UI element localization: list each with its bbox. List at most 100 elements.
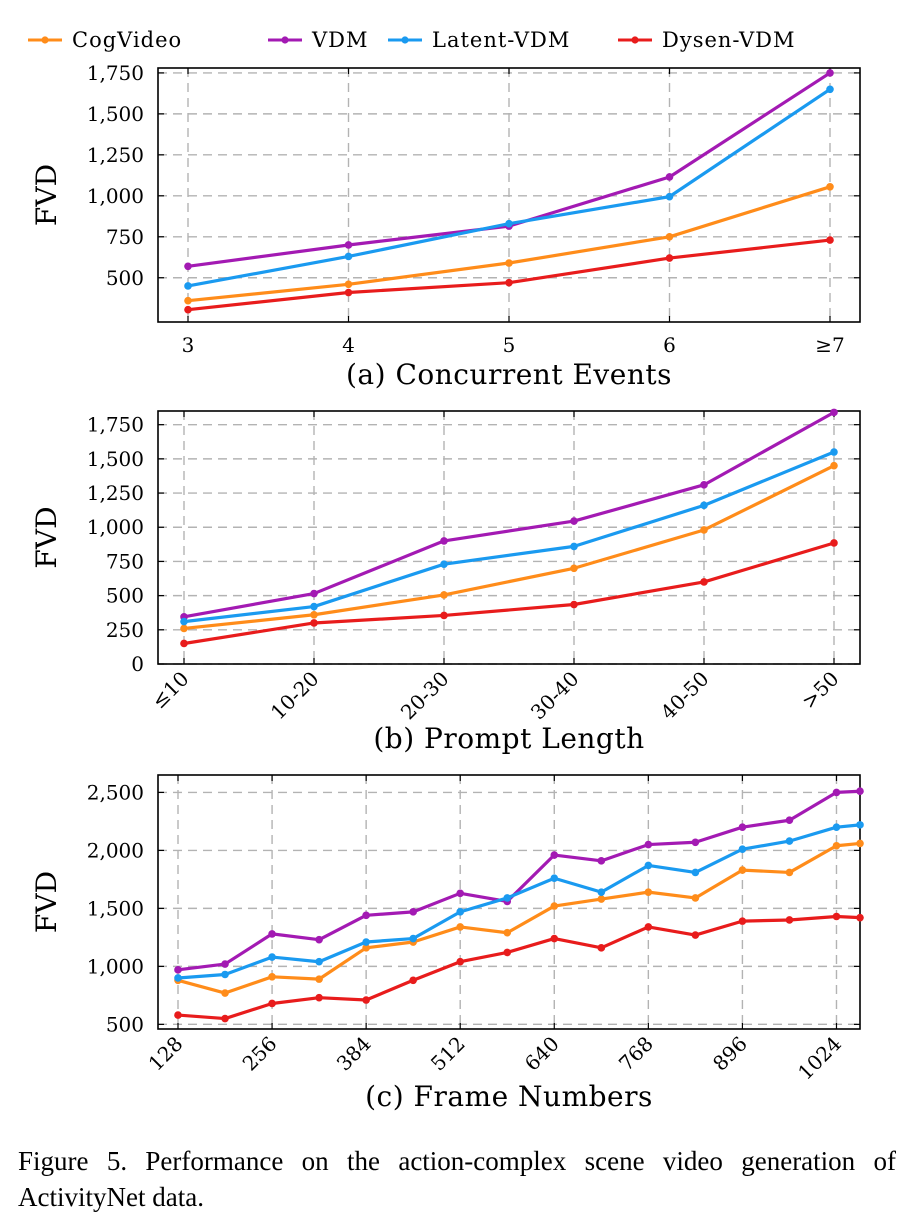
panel-title: (b) Prompt Length [373, 722, 644, 755]
point-latent-vdm [456, 908, 465, 916]
point-dysen-vdm [826, 236, 834, 244]
point-latent-vdm [830, 448, 838, 456]
point-dysen-vdm [505, 278, 513, 287]
point-vdm [550, 851, 559, 859]
point-dysen-vdm [409, 976, 417, 985]
x-tick-label: 40-50 [656, 667, 714, 725]
point-vdm [665, 173, 674, 181]
point-latent-vdm [826, 85, 834, 94]
point-cogvideo [738, 866, 747, 874]
y-tick-label: 1,250 [87, 481, 144, 505]
point-latent-vdm [268, 953, 276, 961]
point-latent-vdm [738, 845, 747, 854]
point-dysen-vdm [700, 578, 708, 586]
y-axis-label: FVD [30, 164, 63, 226]
point-cogvideo [570, 564, 578, 573]
legend-marker-cogvideo [41, 36, 49, 44]
x-tick-label: 512 [426, 1032, 470, 1076]
y-tick-label: 1,000 [87, 954, 144, 978]
point-latent-vdm [832, 823, 841, 831]
point-latent-vdm [310, 602, 318, 611]
point-vdm [362, 911, 370, 920]
plot-frame [157, 774, 861, 1030]
point-cogvideo [268, 973, 276, 981]
series-line-vdm [183, 410, 835, 619]
point-vdm [310, 589, 318, 598]
point-dysen-vdm [665, 254, 674, 262]
x-tick-label: 10-20 [266, 667, 324, 725]
point-vdm [691, 838, 700, 847]
x-tick-label: 256 [238, 1032, 282, 1076]
panel-prompt-length: 0 250 500 750 1,000 1,250 1,500 1,750 ≤10 10-20 20… [30, 408, 861, 755]
point-vdm [184, 262, 192, 271]
point-dysen-vdm [440, 611, 448, 620]
point-cogvideo [856, 839, 864, 848]
point-vdm [832, 788, 841, 797]
point-dysen-vdm [597, 944, 606, 952]
x-tick-label: 768 [614, 1032, 658, 1076]
series-line-cogvideo [177, 841, 861, 995]
y-tick-label: 0 [131, 652, 144, 676]
point-dysen-vdm [344, 288, 353, 297]
series-line-latent-vdm [183, 450, 835, 624]
point-dysen-vdm [456, 957, 465, 966]
point-latent-vdm [597, 888, 606, 896]
point-vdm [174, 966, 182, 974]
point-cogvideo [440, 591, 448, 599]
legend-marker-dysen-vdm [631, 36, 639, 44]
series-line-dysen-vdm [183, 541, 835, 646]
point-vdm [315, 935, 323, 944]
x-tick-label: 1024 [793, 1032, 846, 1085]
point-cogvideo [315, 975, 323, 983]
point-cogvideo [456, 923, 465, 931]
point-latent-vdm [180, 617, 188, 626]
point-latent-vdm [570, 542, 578, 551]
point-latent-vdm [665, 192, 674, 201]
point-latent-vdm [362, 938, 370, 946]
series-line-dysen-vdm [177, 914, 861, 1021]
point-latent-vdm [691, 868, 700, 877]
y-tick-label: 1,000 [87, 184, 144, 208]
point-vdm [597, 857, 606, 865]
point-cogvideo [691, 894, 700, 902]
y-tick-label: 1,500 [87, 447, 144, 471]
x-tick-label: 128 [144, 1032, 188, 1076]
point-vdm [409, 908, 417, 916]
point-latent-vdm [184, 282, 192, 290]
legend-label-vdm: VDM [311, 28, 369, 52]
point-vdm [830, 408, 838, 417]
point-cogvideo [644, 888, 653, 896]
point-dysen-vdm [268, 999, 276, 1008]
point-latent-vdm [440, 560, 448, 568]
series-line-latent-vdm [177, 823, 861, 980]
point-cogvideo [310, 610, 318, 619]
y-tick-label: 500 [106, 1012, 144, 1036]
point-cogvideo [826, 183, 834, 191]
y-axis-label: FVD [30, 871, 63, 933]
y-tick-label: 1,750 [87, 413, 144, 437]
point-dysen-vdm [550, 934, 559, 943]
point-latent-vdm [409, 934, 417, 943]
legend-label-cogvideo: CogVideo [72, 28, 182, 52]
point-cogvideo [550, 902, 559, 910]
x-tick-label: 640 [520, 1032, 564, 1076]
x-tick-label: 3 [182, 333, 195, 357]
point-latent-vdm [785, 837, 794, 845]
y-tick-label: 500 [106, 584, 144, 608]
point-cogvideo [362, 944, 370, 952]
point-cogvideo [344, 280, 353, 289]
point-dysen-vdm [785, 916, 794, 924]
point-vdm [268, 930, 276, 938]
plot-frame [157, 410, 861, 665]
point-latent-vdm [644, 861, 653, 870]
y-tick-label: 1,000 [87, 515, 144, 539]
panel-frame-numbers: 500 1,000 1,500 2,000 2,500 128 256 384 512 640 76… [30, 774, 864, 1113]
point-cogvideo [665, 232, 674, 241]
legend-label-dysen-vdm: Dysen-VDM [662, 28, 796, 52]
point-latent-vdm [700, 501, 708, 510]
x-tick-label: 384 [332, 1032, 376, 1076]
point-cogvideo [184, 296, 192, 305]
panel-title: (a) Concurrent Events [346, 358, 672, 391]
point-latent-vdm [550, 874, 559, 883]
y-tick-label: 2,500 [87, 780, 144, 804]
